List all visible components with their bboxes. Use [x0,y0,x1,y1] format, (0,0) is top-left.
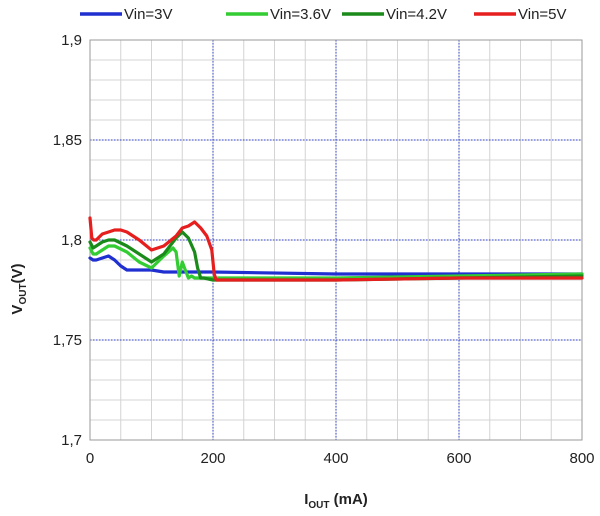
series-line-4 [88,216,584,282]
legend-label-2: Vin=3.6V [270,6,331,23]
x-axis-title-suffix: (mA) [329,491,367,508]
y-axis-tick-labels: 1,7 1,75 1,8 1,85 1,9 [53,32,82,449]
y-tick-label: 1,9 [61,32,82,49]
x-tick-label: 400 [323,450,348,467]
y-axis-title-subscript: OUT [18,283,29,304]
x-tick-label: 800 [569,450,594,467]
y-tick-label: 1,85 [53,132,82,149]
plot-area-frame [89,39,583,441]
x-tick-label: 600 [446,450,471,467]
legend-label-3: Vin=4.2V [386,6,447,23]
x-tick-label: 0 [86,450,94,467]
series-line-1 [88,254,584,276]
x-axis-title-subscript: OUT [308,500,329,511]
legend: Vin=3V Vin=3.6V Vin=4.2V Vin=5V [80,6,567,23]
legend-label-1: Vin=3V [124,6,173,23]
y-tick-label: 1,75 [53,332,82,349]
y-axis-title: VOUT(V) [9,263,29,314]
x-axis-title: IOUT (mA) [304,491,368,511]
series-layer [88,216,584,282]
legend-label-4: Vin=5V [518,6,567,23]
y-axis-title-suffix: (V) [9,263,26,283]
x-tick-label: 200 [200,450,225,467]
y-tick-label: 1,7 [61,432,82,449]
y-tick-label: 1,8 [61,232,82,249]
y-axis-title-main: V [9,305,26,315]
x-axis-title-main: I [304,491,308,508]
x-axis-tick-labels: 0 200 400 600 800 [86,450,595,467]
